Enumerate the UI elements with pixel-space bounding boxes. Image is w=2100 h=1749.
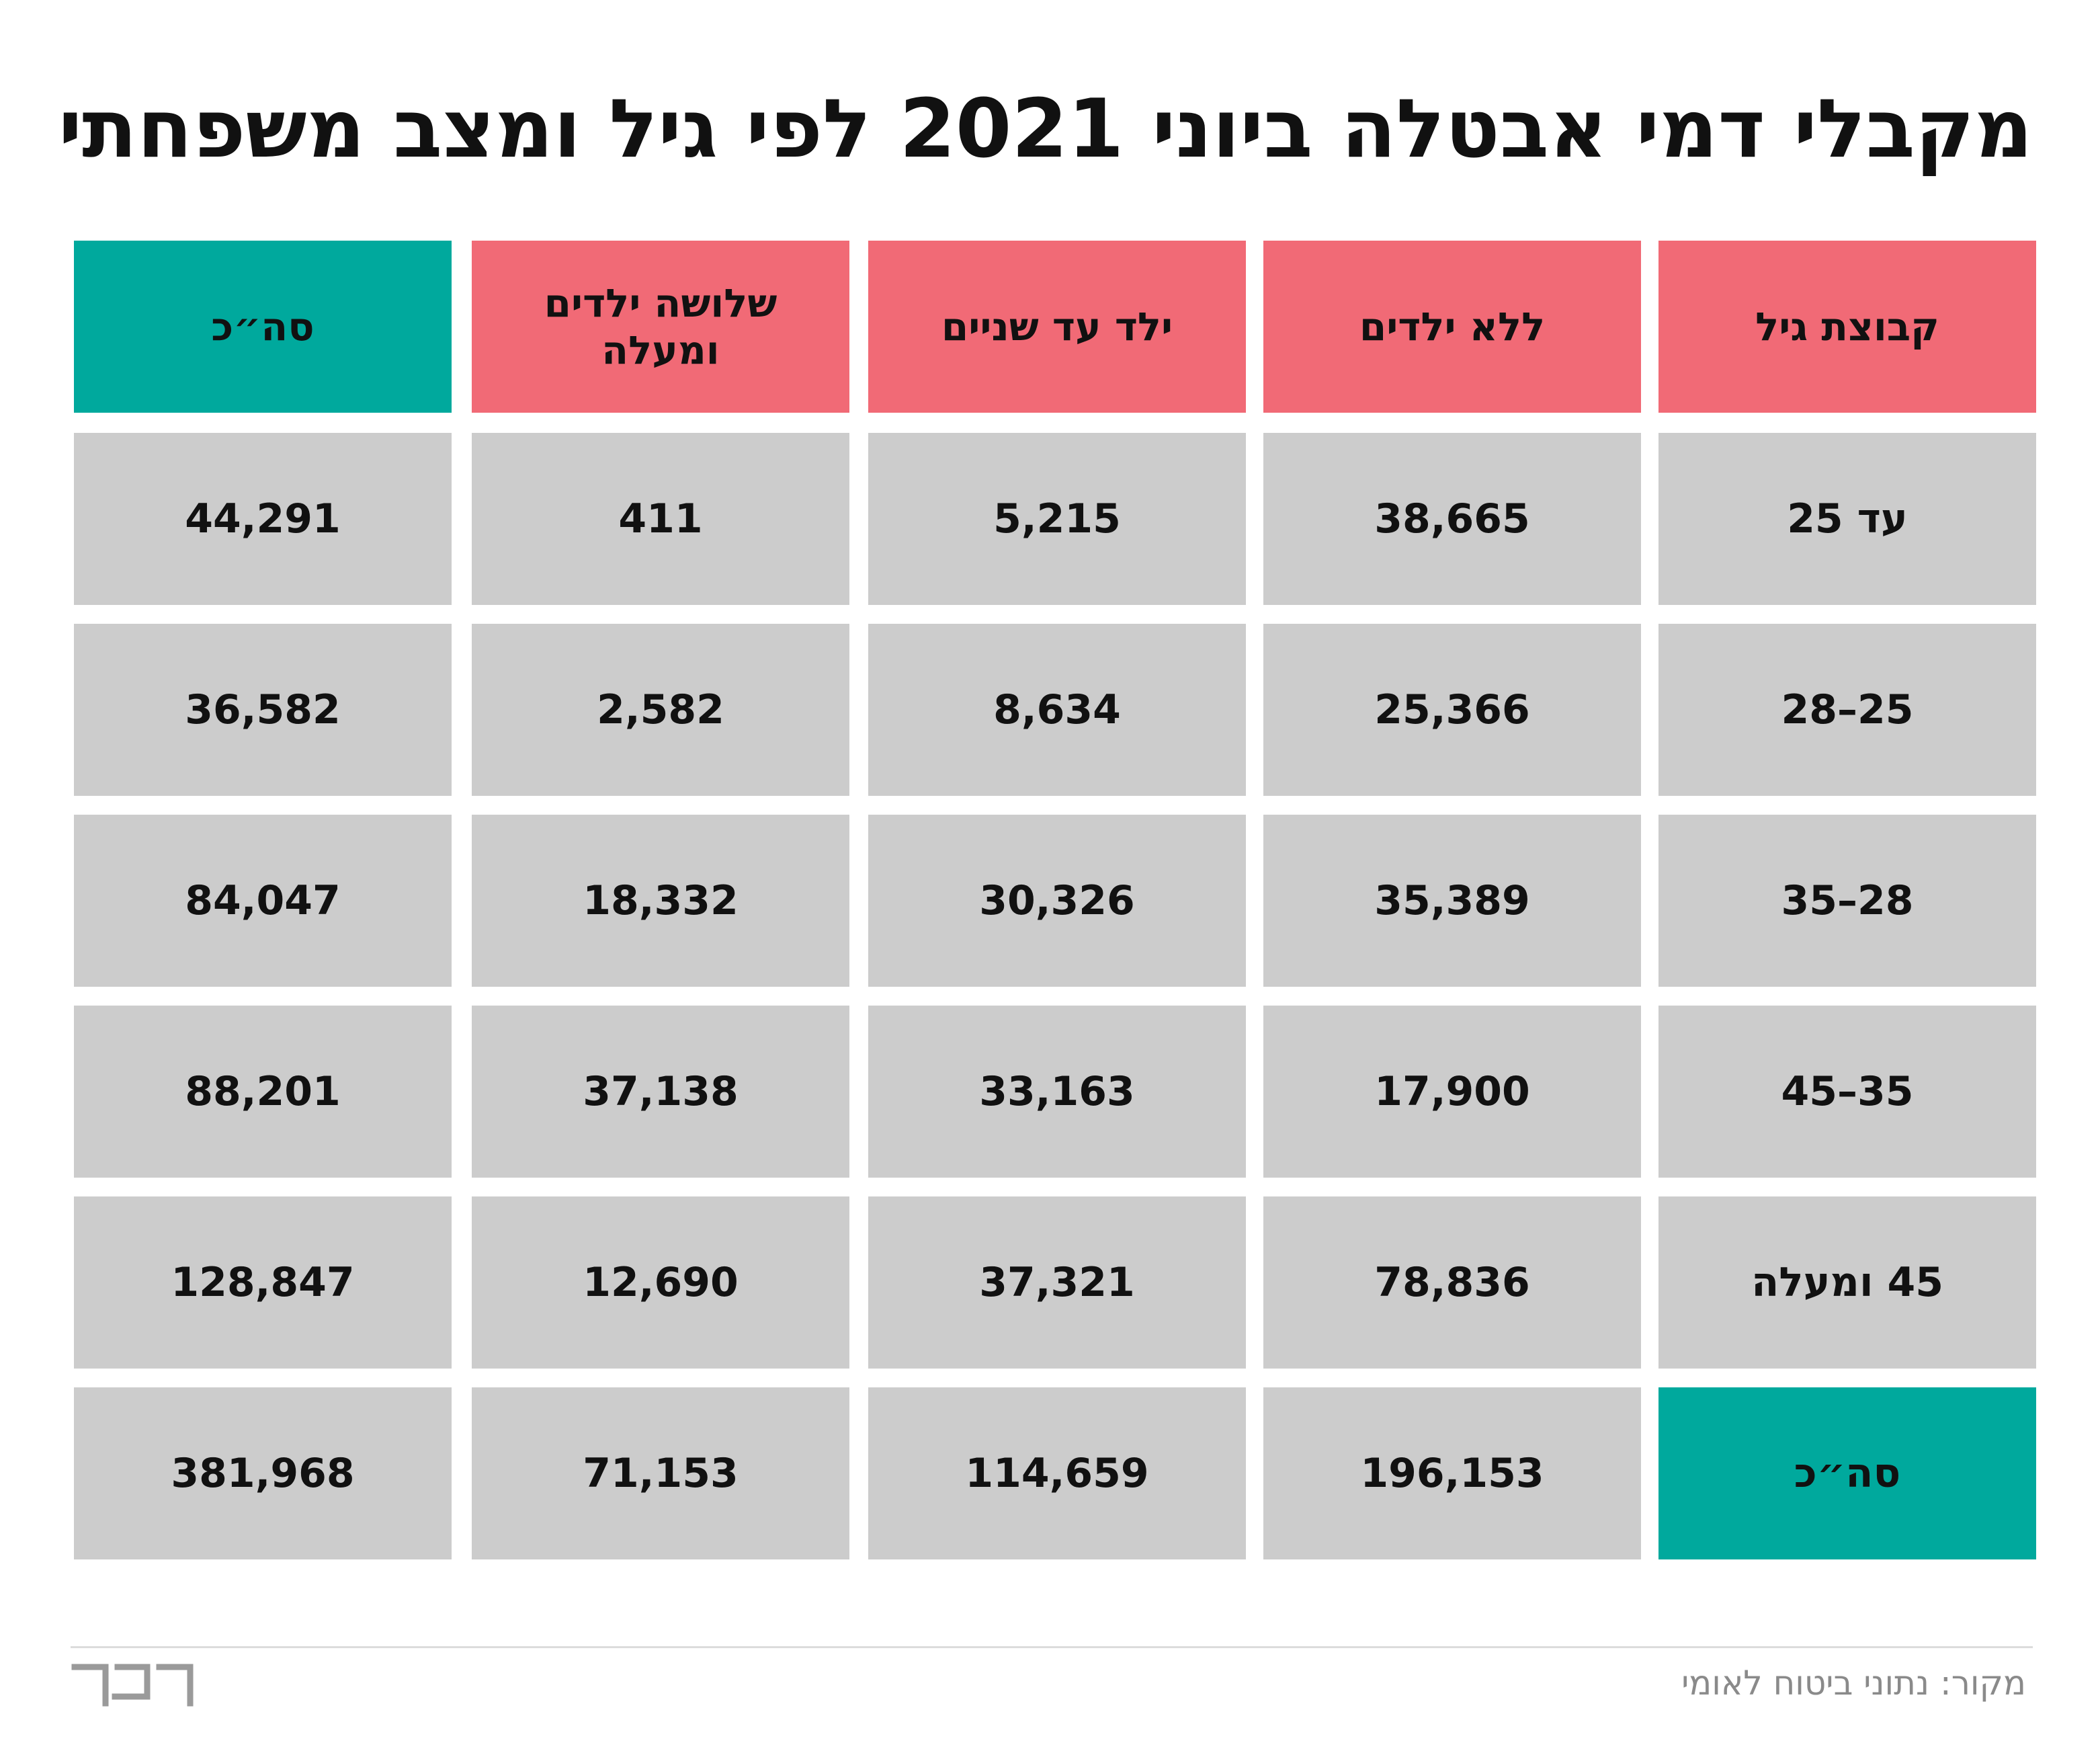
table-cell: 196,153: [1263, 1387, 1641, 1559]
table-cell: 5,215: [868, 433, 1246, 605]
table-cell: 128,847: [74, 1196, 452, 1369]
row-label: 35–45: [1658, 1006, 2036, 1178]
davar-logo: [71, 1664, 194, 1707]
table-cell: 25,366: [1263, 624, 1641, 796]
source-note: מקור: נתוני ביטוח לאומי: [1681, 1664, 2026, 1703]
table-cell: 37,321: [868, 1196, 1246, 1369]
column-header: קבוצת גיל: [1658, 241, 2036, 413]
row-label: עד 25: [1658, 433, 2036, 605]
column-header: שלושה ילדים ומעלה: [472, 241, 849, 413]
table-cell: 44,291: [74, 433, 452, 605]
table-cell: 17,900: [1263, 1006, 1641, 1178]
row-label: 25–28: [1658, 624, 2036, 796]
column-header: סה״כ: [74, 241, 452, 413]
table-cell: 71,153: [472, 1387, 849, 1559]
table-cell: 411: [472, 433, 849, 605]
table-cell: 8,634: [868, 624, 1246, 796]
column-header: ללא ילדים: [1263, 241, 1641, 413]
table-cell: 30,326: [868, 815, 1246, 987]
table-cell: 36,582: [74, 624, 452, 796]
table-cell: 381,968: [74, 1387, 452, 1559]
footer-divider: [71, 1646, 2033, 1648]
table-cell: 2,582: [472, 624, 849, 796]
table-cell: 37,138: [472, 1006, 849, 1178]
table-cell: 33,163: [868, 1006, 1246, 1178]
row-label: סה״כ: [1658, 1387, 2036, 1559]
table-cell: 78,836: [1263, 1196, 1641, 1369]
table-cell: 18,332: [472, 815, 849, 987]
table-cell: 88,201: [74, 1006, 452, 1178]
row-label: 28–35: [1658, 815, 2036, 987]
table-cell: 114,659: [868, 1387, 1246, 1559]
chart-title: מקבלי דמי אבטלה ביוני 2021 לפי גיל ומצב …: [58, 83, 2033, 176]
row-label: 45 ומעלה: [1658, 1196, 2036, 1369]
table-cell: 38,665: [1263, 433, 1641, 605]
table-cell: 84,047: [74, 815, 452, 987]
column-header: ילד עד שניים: [868, 241, 1246, 413]
table-cell: 12,690: [472, 1196, 849, 1369]
table-cell: 35,389: [1263, 815, 1641, 987]
